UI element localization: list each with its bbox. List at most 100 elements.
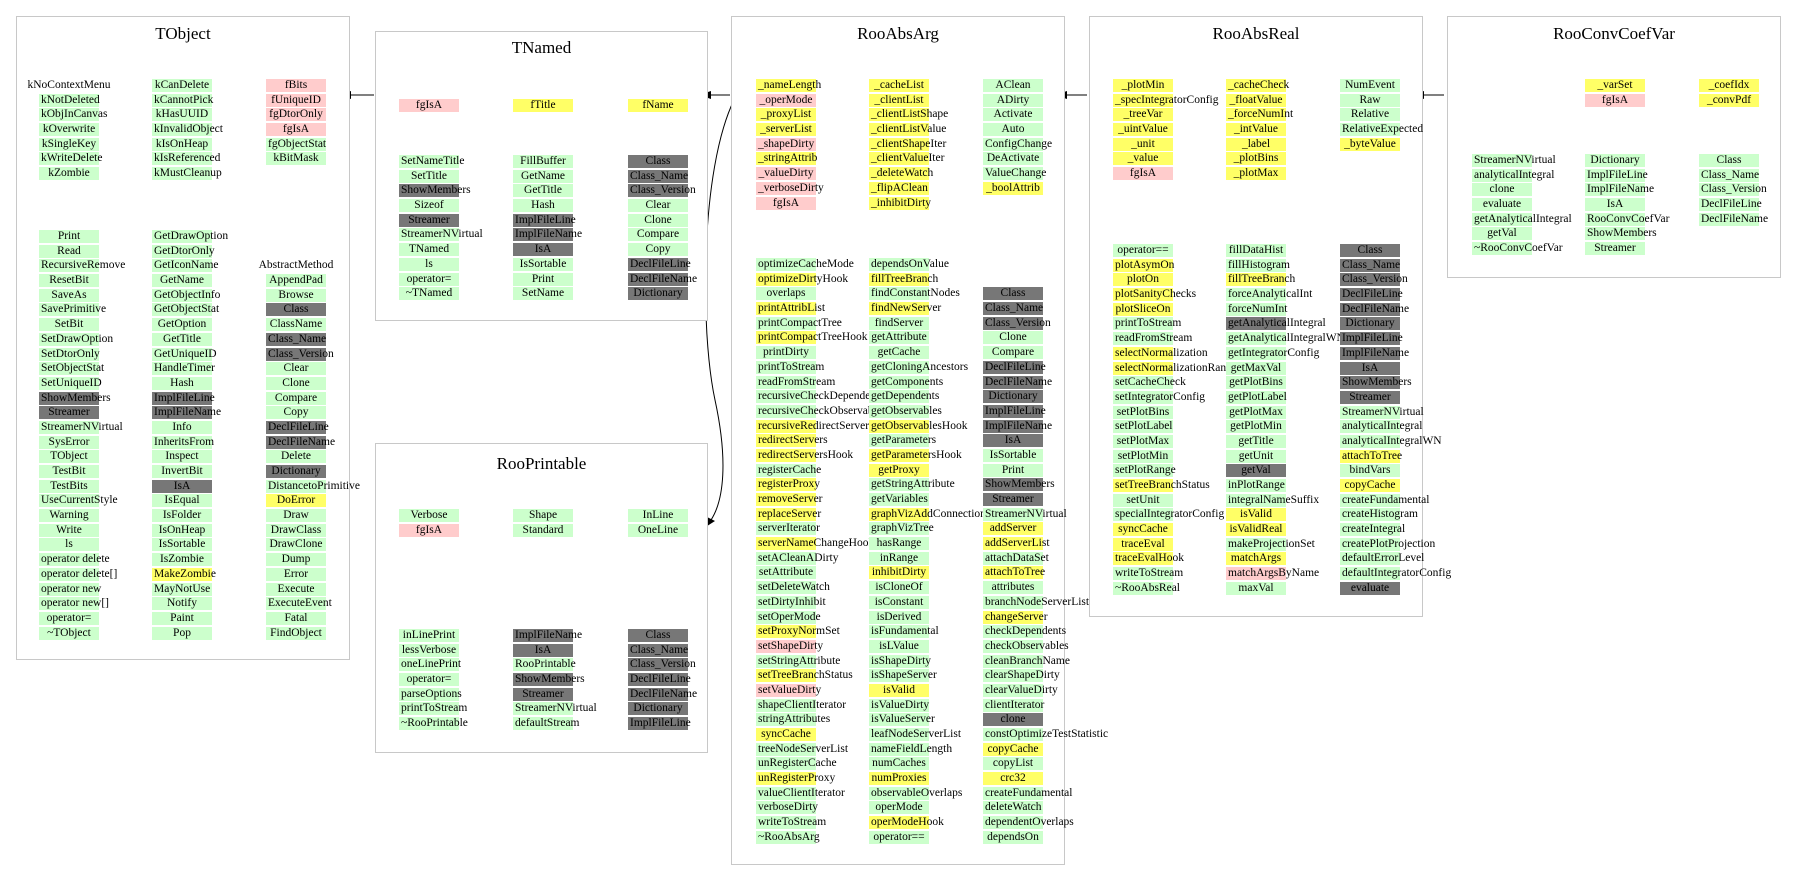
method-cell[interactable]: IsSortable	[152, 538, 212, 552]
method-cell[interactable]: evaluate	[1340, 581, 1400, 595]
method-cell[interactable]: registerProxy	[756, 478, 820, 492]
method-cell[interactable]: getParameters	[869, 434, 937, 448]
method-cell[interactable]: graphVizAddConnections	[869, 507, 991, 521]
method-cell[interactable]: SetDtorOnly	[39, 347, 100, 361]
method-cell[interactable]: DeclFileName	[983, 375, 1053, 389]
method-cell[interactable]: getIntegratorConfig	[1226, 346, 1320, 360]
method-cell[interactable]: DeclFileLine	[1340, 288, 1403, 302]
member-cell[interactable]: NumEvent	[1340, 79, 1400, 92]
method-cell[interactable]: GetObjectStat	[152, 303, 220, 317]
method-cell[interactable]: DeclFileName	[1699, 212, 1769, 226]
member-cell[interactable]: kHasUUID	[152, 108, 212, 122]
method-cell[interactable]: defaultErrorLevel	[1340, 552, 1425, 566]
method-cell[interactable]: branchNodeServerList	[983, 595, 1090, 609]
method-cell[interactable]: ImplFileLine	[983, 404, 1046, 418]
method-cell[interactable]: Clone	[983, 331, 1043, 345]
member-cell[interactable]: kBitMask	[266, 152, 326, 166]
method-cell[interactable]: ResetBit	[39, 274, 99, 288]
method-cell[interactable]: syncCache	[756, 728, 816, 741]
method-cell[interactable]: clearValueDirty	[983, 683, 1058, 697]
method-cell[interactable]: Dictionary	[983, 390, 1043, 404]
method-cell[interactable]: numCaches	[869, 757, 929, 771]
method-cell[interactable]: setValueDirty	[756, 683, 822, 697]
member-cell[interactable]: _byteValue	[1340, 137, 1400, 151]
method-cell[interactable]: RooConvCoefVar	[1585, 212, 1670, 226]
method-cell[interactable]: createFundamental	[1340, 493, 1430, 507]
member-cell[interactable]: _clientList	[869, 93, 929, 107]
method-cell[interactable]: DeclFileLine	[983, 360, 1046, 374]
method-cell[interactable]: bindVars	[1340, 464, 1400, 478]
member-cell[interactable]: _valueDirty	[756, 167, 816, 181]
method-cell[interactable]: IsA	[513, 243, 573, 257]
method-cell[interactable]: GetName	[152, 274, 212, 288]
method-cell[interactable]: IsZombie	[152, 553, 212, 567]
method-cell[interactable]: fillHistogram	[1226, 258, 1290, 272]
method-cell[interactable]: DeclFileLine	[1699, 198, 1762, 212]
method-cell[interactable]: DeclFileLine	[266, 420, 329, 434]
method-cell[interactable]: setCacheCheck	[1113, 376, 1186, 390]
method-cell[interactable]: parseOptions	[399, 687, 462, 701]
method-cell[interactable]: Class_Version	[628, 184, 696, 198]
method-cell[interactable]: Class_Name	[266, 332, 327, 346]
member-cell[interactable]: AClean	[983, 79, 1043, 92]
method-cell[interactable]: DeclFileLine	[628, 673, 691, 687]
method-cell[interactable]: Clear	[266, 362, 326, 376]
method-cell[interactable]: serverIterator	[756, 522, 820, 536]
method-cell[interactable]: getPlotMax	[1226, 405, 1286, 419]
member-cell[interactable]: _varSet	[1585, 79, 1645, 92]
method-cell[interactable]: printAttribList	[756, 302, 826, 316]
method-cell[interactable]: isDerived	[869, 610, 929, 624]
method-cell[interactable]: Inspect	[152, 450, 212, 464]
member-cell[interactable]: Activate	[983, 108, 1043, 122]
method-cell[interactable]: DeclFileName	[1340, 302, 1410, 316]
method-cell[interactable]: AppendPad	[266, 274, 326, 288]
method-cell[interactable]: IsEqual	[152, 494, 212, 508]
member-cell[interactable]: kZombie	[39, 167, 99, 181]
method-cell[interactable]: attachToTree	[1340, 449, 1403, 463]
method-cell[interactable]: fillDataHist	[1226, 244, 1286, 257]
method-cell[interactable]: Streamer	[1340, 390, 1400, 404]
method-cell[interactable]: ~RooAbsArg	[756, 830, 820, 844]
method-cell[interactable]: RecursiveRemove	[39, 259, 126, 273]
method-cell[interactable]: graphVizTree	[869, 522, 934, 536]
method-cell[interactable]: checkObservables	[983, 639, 1069, 653]
method-cell[interactable]: MakeZombie	[152, 567, 216, 581]
member-cell[interactable]: fgIsA	[399, 99, 459, 112]
member-cell[interactable]: _intValue	[1226, 123, 1286, 137]
method-cell[interactable]: writeToStream	[1113, 567, 1184, 581]
member-cell[interactable]: _plotBins	[1226, 152, 1286, 166]
method-cell[interactable]: numProxies	[869, 772, 929, 786]
method-cell[interactable]: Print	[513, 272, 573, 286]
method-cell[interactable]: StreamerNVirtual	[1340, 405, 1424, 419]
method-cell[interactable]: printCompactTreeHook	[756, 331, 868, 345]
method-cell[interactable]: Class	[266, 303, 326, 317]
method-cell[interactable]: FindObject	[266, 626, 326, 640]
method-cell[interactable]: selectNormalizationRange	[1113, 361, 1237, 375]
method-cell[interactable]: setACleanADirty	[756, 551, 839, 565]
member-cell[interactable]: kNoContextMenu	[27, 79, 111, 91]
method-cell[interactable]: ImplFileName	[513, 629, 583, 642]
member-cell[interactable]: _label	[1226, 137, 1286, 151]
method-cell[interactable]: SetUniqueID	[39, 376, 102, 390]
method-cell[interactable]: Clone	[628, 213, 688, 227]
method-cell[interactable]: dependsOn	[983, 830, 1043, 844]
method-cell[interactable]: defaultIntegratorConfig	[1340, 567, 1452, 581]
method-cell[interactable]: FillBuffer	[513, 155, 573, 168]
method-cell[interactable]: InvertBit	[152, 465, 212, 478]
method-cell[interactable]: overlaps	[756, 287, 816, 301]
member-cell[interactable]: _convPdf	[1699, 93, 1759, 107]
method-cell[interactable]: GetTitle	[152, 332, 212, 346]
method-cell[interactable]: setPlotBins	[1113, 405, 1173, 419]
method-cell[interactable]: GetIconName	[152, 259, 219, 273]
member-cell[interactable]: _deleteWatch	[869, 167, 934, 181]
method-cell[interactable]: addServer	[983, 522, 1043, 536]
member-cell[interactable]: _proxyList	[756, 108, 816, 122]
method-cell[interactable]: operator new[]	[39, 597, 110, 611]
method-cell[interactable]: ~TNamed	[399, 287, 459, 301]
method-cell[interactable]: getTitle	[1226, 434, 1286, 448]
method-cell[interactable]: plotSliceOn	[1113, 302, 1173, 316]
method-cell[interactable]: getAnalyticalIntegral	[1226, 317, 1326, 331]
member-cell[interactable]: kNotDeleted	[39, 93, 100, 107]
member-cell[interactable]: kWriteDelete	[39, 152, 103, 166]
member-cell[interactable]: _cacheCheck	[1226, 79, 1290, 92]
